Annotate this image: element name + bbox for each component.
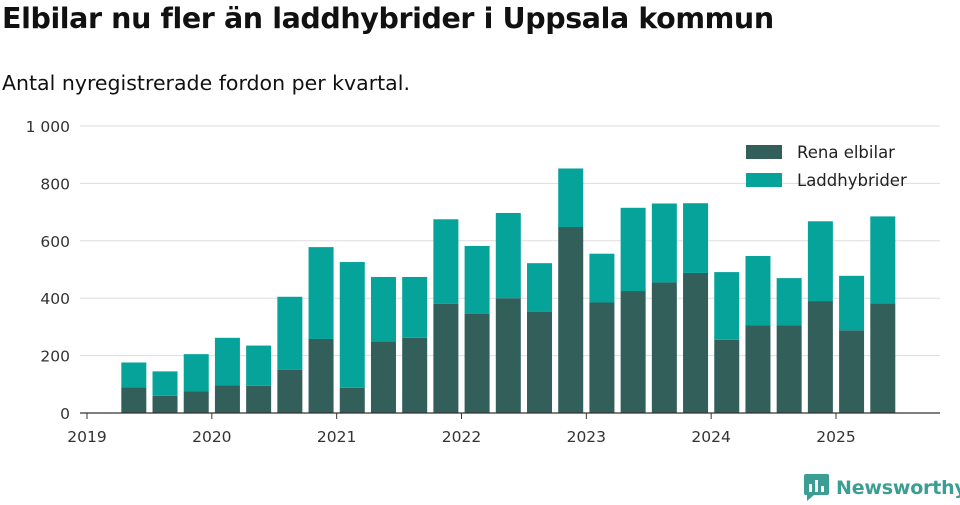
bar-rena-elbilar	[839, 330, 865, 413]
bar-rena-elbilar	[620, 291, 646, 413]
bar-laddhybrider	[839, 275, 865, 331]
bar-laddhybrider	[121, 362, 147, 388]
y-tick-label: 200	[40, 348, 70, 366]
legend-label: Rena elbilar	[797, 143, 895, 162]
bar-laddhybrider	[183, 354, 209, 392]
x-tick-label: 2023	[567, 428, 606, 446]
x-tick-label: 2024	[691, 428, 730, 446]
bar-laddhybrider	[464, 245, 490, 314]
brand-logo: Newsworthy	[804, 474, 960, 501]
bar-laddhybrider	[433, 219, 459, 304]
bar-rena-elbilar	[807, 301, 833, 413]
chart-subtitle: Antal nyregistrerade fordon per kvartal.	[2, 71, 410, 95]
bar-rena-elbilar	[214, 385, 240, 413]
bar-rena-elbilar	[402, 337, 428, 413]
bar-laddhybrider	[683, 203, 709, 273]
bar-laddhybrider	[152, 371, 178, 396]
bar-laddhybrider	[776, 278, 802, 326]
bar-rena-elbilar	[152, 395, 178, 413]
bar-rena-elbilar	[433, 303, 459, 413]
bar-laddhybrider	[277, 296, 303, 370]
bar-rena-elbilar	[495, 298, 521, 413]
bar-laddhybrider	[246, 345, 272, 386]
bar-rena-elbilar	[870, 303, 896, 413]
y-tick-label: 400	[40, 290, 70, 308]
legend-label: Laddhybrider	[797, 171, 907, 190]
bar-laddhybrider	[807, 221, 833, 302]
bar-laddhybrider	[527, 263, 553, 312]
y-tick-label: 0	[60, 405, 70, 423]
bar-rena-elbilar	[589, 302, 615, 413]
x-tick-label: 2021	[317, 428, 356, 446]
y-tick-label: 1 000	[26, 118, 70, 136]
x-tick-label: 2022	[442, 428, 481, 446]
bar-laddhybrider	[495, 212, 521, 299]
bar-rena-elbilar	[246, 385, 272, 413]
bar-laddhybrider	[870, 216, 896, 304]
brand-name: Newsworthy	[836, 476, 960, 499]
bar-rena-elbilar	[464, 313, 490, 413]
bar-laddhybrider	[214, 337, 240, 386]
x-tick-label: 2025	[816, 428, 855, 446]
bar-rena-elbilar	[370, 341, 396, 413]
legend-swatch	[746, 173, 782, 187]
bar-rena-elbilar	[339, 387, 365, 413]
bar-laddhybrider	[589, 253, 615, 303]
bar-laddhybrider	[651, 203, 677, 283]
bar-rena-elbilar	[651, 282, 677, 413]
bar-laddhybrider	[370, 276, 396, 342]
legend-swatch	[746, 145, 782, 159]
bar-laddhybrider	[558, 168, 584, 228]
bar-rena-elbilar	[714, 339, 740, 413]
bar-laddhybrider	[745, 256, 771, 326]
bar-laddhybrider	[620, 207, 646, 292]
bar-laddhybrider	[308, 247, 334, 339]
bar-rena-elbilar	[527, 311, 553, 413]
newsworthy-logo-icon	[804, 474, 829, 501]
x-tick-label: 2020	[192, 428, 231, 446]
bar-laddhybrider	[714, 272, 740, 340]
bar-rena-elbilar	[277, 369, 303, 413]
bar-rena-elbilar	[183, 391, 209, 413]
bar-rena-elbilar	[745, 325, 771, 413]
chart-title: Elbilar nu fler än laddhybrider i Uppsal…	[2, 2, 774, 35]
y-tick-label: 600	[40, 233, 70, 251]
bar-rena-elbilar	[308, 338, 334, 413]
bar-rena-elbilar	[776, 325, 802, 413]
x-tick-label: 2019	[67, 428, 106, 446]
bar-rena-elbilar	[683, 272, 709, 413]
bar-rena-elbilar	[121, 387, 147, 413]
bar-laddhybrider	[402, 276, 428, 338]
y-tick-label: 800	[40, 175, 70, 193]
bar-laddhybrider	[339, 262, 365, 388]
bar-rena-elbilar	[558, 227, 584, 413]
